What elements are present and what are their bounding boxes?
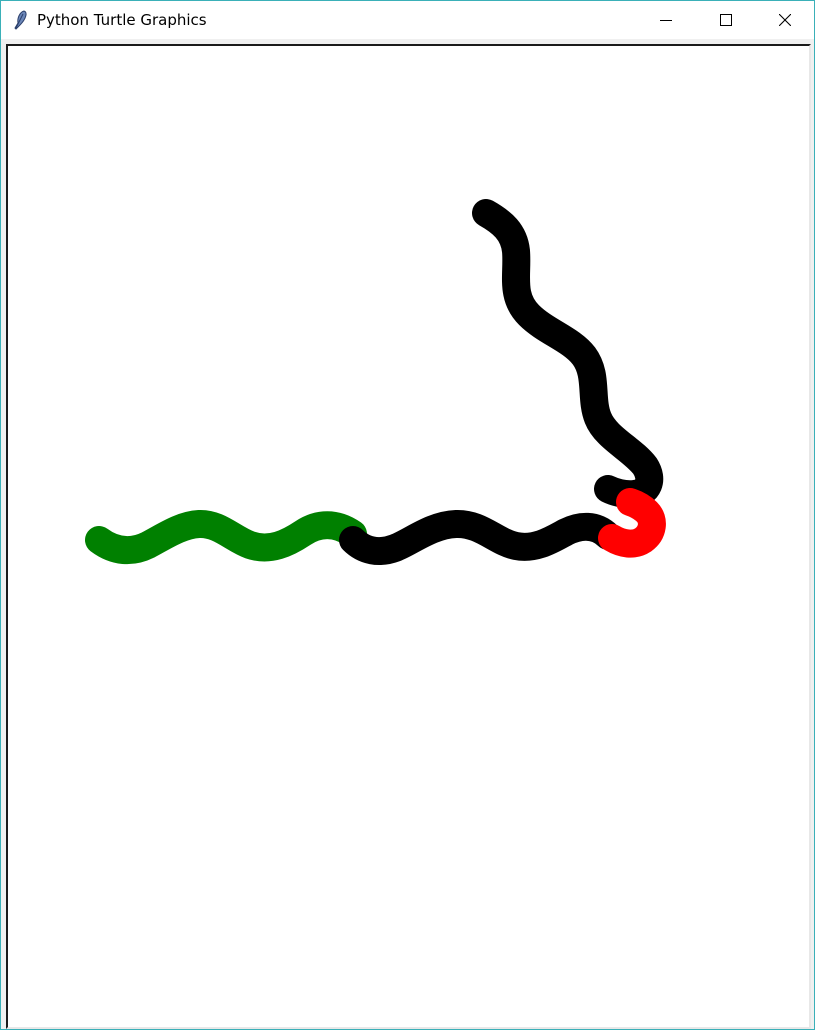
turtle-drawing	[85, 199, 666, 565]
feather-icon	[14, 10, 27, 30]
maximize-button[interactable]	[697, 1, 755, 39]
minimize-icon	[660, 20, 672, 21]
title-bar[interactable]: Python Turtle Graphics	[1, 1, 814, 39]
black-vertical-wave-segment	[472, 199, 664, 509]
green-wave-segment	[85, 510, 367, 565]
close-icon	[779, 14, 791, 26]
black-wave-segment	[339, 510, 622, 565]
red-curl-segment	[598, 488, 666, 558]
window-title: Python Turtle Graphics	[37, 11, 207, 29]
turtle-canvas[interactable]	[6, 44, 811, 1029]
minimize-button[interactable]	[637, 1, 695, 39]
close-button[interactable]	[756, 1, 814, 39]
maximize-icon	[720, 14, 732, 26]
